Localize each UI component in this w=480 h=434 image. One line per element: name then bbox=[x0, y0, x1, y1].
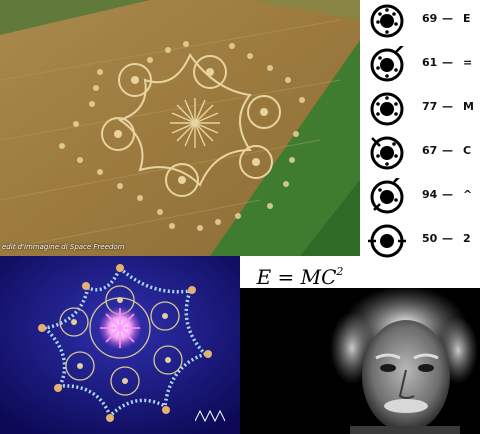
legend-row: 69 — E bbox=[360, 0, 480, 40]
formula-box: E = MC2 bbox=[240, 256, 360, 288]
zigzag-icon bbox=[195, 410, 229, 422]
legend-symbol: C bbox=[463, 144, 471, 157]
coded-circle-icon bbox=[368, 2, 408, 40]
legend-number: 69 bbox=[422, 12, 437, 25]
crop-circle-photo: edit d'immagine di Space Freedom bbox=[0, 0, 360, 256]
legend-number: 50 bbox=[422, 232, 437, 245]
legend-dash: — bbox=[442, 188, 453, 201]
coded-circle-icon bbox=[368, 134, 408, 172]
legend-dash: — bbox=[442, 144, 453, 157]
crop-field-image bbox=[0, 0, 360, 256]
legend-row: 50 — 2 bbox=[360, 220, 480, 260]
portrait-image bbox=[240, 288, 480, 434]
legend-dash: — bbox=[442, 12, 453, 25]
crop-circle-rendering bbox=[0, 256, 240, 434]
legend-dash: — bbox=[442, 100, 453, 113]
coded-circle-icon bbox=[368, 222, 408, 260]
legend-number: 67 bbox=[422, 144, 437, 157]
legend-symbol: ^ bbox=[463, 188, 472, 201]
legend-dash: — bbox=[442, 56, 453, 69]
legend-row: 77 — M bbox=[360, 88, 480, 128]
legend-symbol: = bbox=[463, 56, 472, 69]
legend-number: 77 bbox=[422, 100, 437, 113]
legend-number: 94 bbox=[422, 188, 437, 201]
legend-row: 94 — ^ bbox=[360, 176, 480, 216]
coded-circle-icon bbox=[368, 46, 408, 84]
legend-number: 61 bbox=[422, 56, 437, 69]
formula-lhs: E = MC bbox=[257, 265, 337, 288]
legend-symbol: E bbox=[463, 12, 471, 25]
formula-exponent: 2 bbox=[336, 265, 343, 278]
legend-symbol: M bbox=[463, 100, 474, 113]
portrait-photo bbox=[240, 288, 480, 434]
legend-dash: — bbox=[442, 232, 453, 245]
legend-row: 61 — = bbox=[360, 44, 480, 84]
symbol-legend: 69 — E 61 — = 77 — M bbox=[360, 0, 480, 268]
image-credit: edit d'immagine di Space Freedom bbox=[2, 243, 125, 251]
coded-circle-icon bbox=[368, 90, 408, 128]
legend-symbol: 2 bbox=[463, 232, 471, 245]
legend-row: 67 — C bbox=[360, 132, 480, 172]
rendering-image bbox=[0, 256, 240, 434]
formula-text: E = MC2 bbox=[240, 256, 360, 288]
coded-circle-icon bbox=[368, 178, 408, 216]
